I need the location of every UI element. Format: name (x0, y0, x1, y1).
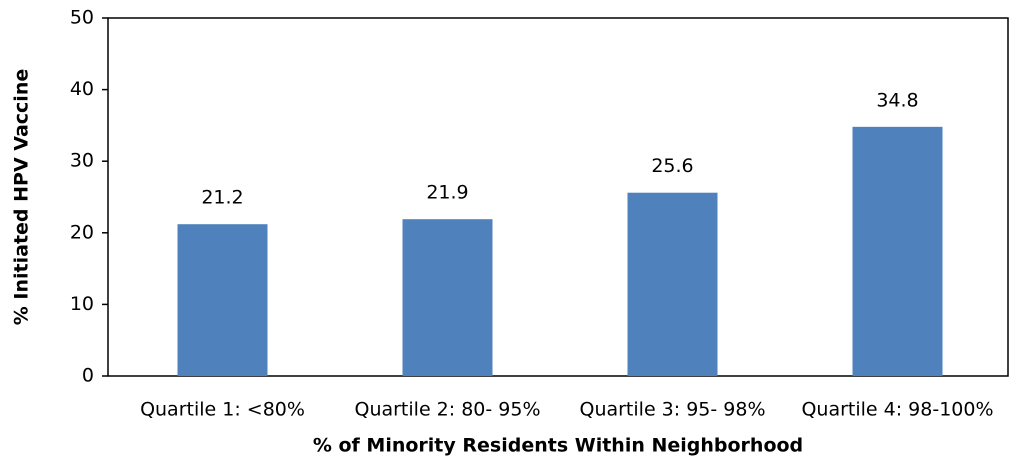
plot-frame (107, 17, 1009, 377)
x-axis-title: % of Minority Residents Within Neighborh… (313, 435, 803, 457)
y-tick-label: 20 (70, 221, 94, 243)
x-tick-label: Quartile 4: 98-100% (801, 399, 993, 421)
y-tick-label: 0 (82, 365, 94, 387)
x-tick-label: Quartile 2: 80- 95% (354, 399, 540, 421)
y-axis-title: % Initiated HPV Vaccine (11, 69, 33, 325)
bar (627, 192, 718, 376)
bar (852, 126, 943, 376)
bar (177, 224, 268, 376)
data-label: 25.6 (651, 155, 693, 177)
bar (402, 219, 493, 376)
y-tick-label: 50 (70, 7, 94, 29)
data-label: 21.2 (201, 187, 243, 209)
data-label: 21.9 (426, 182, 468, 204)
x-tick-label: Quartile 1: <80% (140, 399, 305, 421)
x-tick-label: Quartile 3: 95- 98% (579, 399, 765, 421)
y-tick-label: 30 (70, 150, 94, 172)
y-tick-label: 40 (70, 78, 94, 100)
data-label: 34.8 (876, 89, 918, 111)
y-tick-label: 10 (70, 293, 94, 315)
